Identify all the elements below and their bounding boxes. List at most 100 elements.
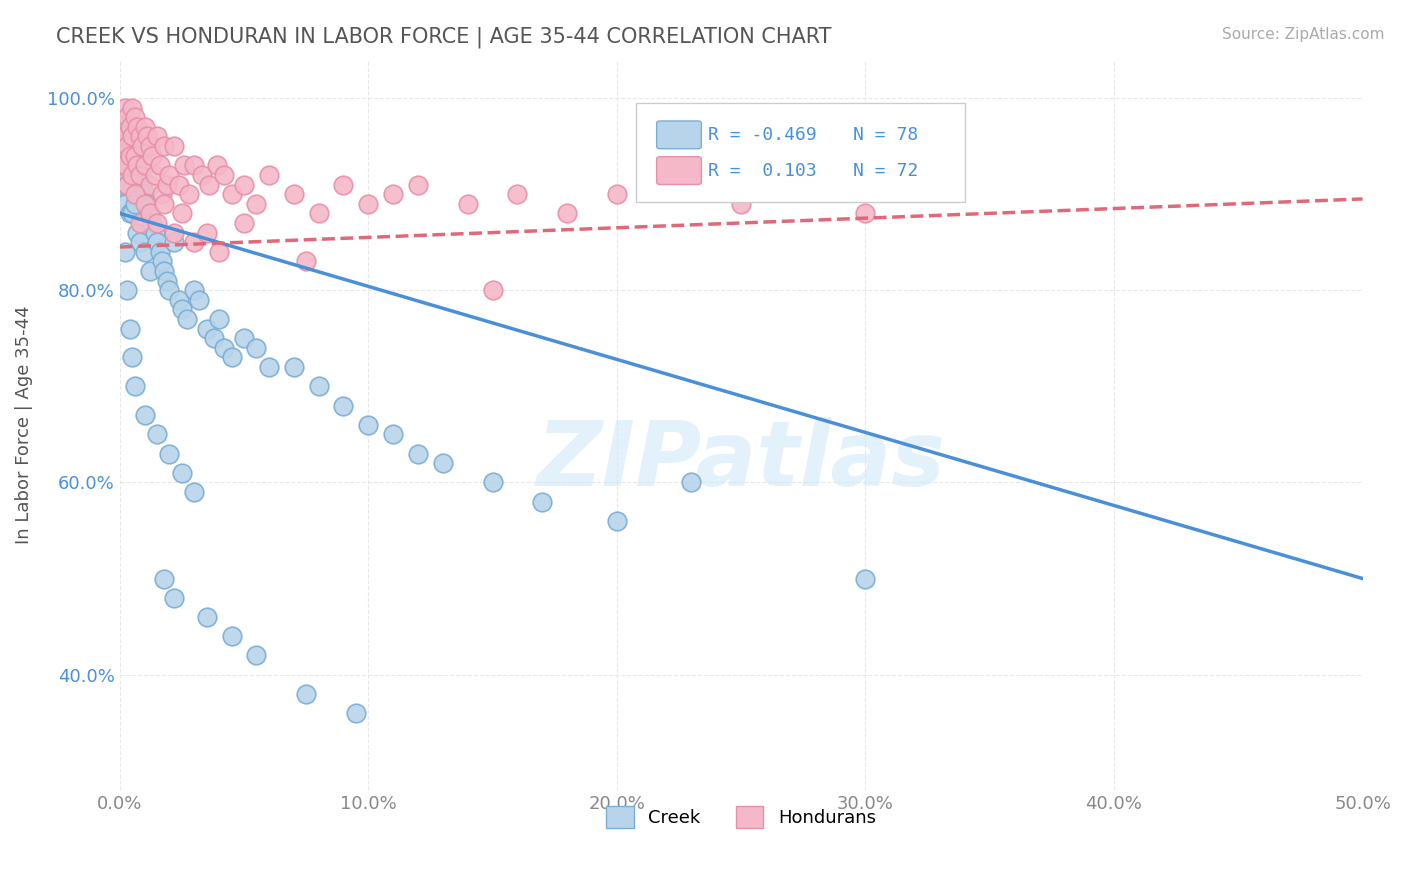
Point (111, 129, 134, 144)
Point (183, 283, 205, 297)
Point (221, 629, 243, 643)
Point (195, 321, 218, 335)
Point (114, 110, 136, 124)
Point (146, 427, 169, 442)
Point (134, 120, 156, 134)
Point (124, 149, 146, 163)
Point (406, 447, 429, 461)
Point (138, 206, 160, 220)
Point (332, 178, 354, 192)
Point (111, 158, 134, 172)
Point (183, 485, 205, 500)
Point (114, 244, 136, 259)
Point (134, 187, 156, 202)
Y-axis label: In Labor Force | Age 35-44: In Labor Force | Age 35-44 (15, 305, 32, 544)
Point (111, 158, 134, 172)
Point (163, 226, 186, 240)
Point (195, 226, 218, 240)
Point (127, 158, 149, 172)
Point (257, 360, 280, 375)
Point (115, 178, 138, 192)
Point (183, 235, 205, 250)
Point (163, 139, 186, 153)
Point (163, 235, 186, 250)
Text: ZIPatlas: ZIPatlas (537, 417, 946, 505)
Point (150, 254, 173, 268)
Point (121, 168, 143, 182)
Point (148, 158, 170, 172)
Point (121, 158, 143, 172)
Point (233, 216, 256, 230)
Point (506, 187, 529, 202)
Point (141, 216, 163, 230)
Text: Source: ZipAtlas.com: Source: ZipAtlas.com (1222, 27, 1385, 42)
Point (115, 178, 138, 192)
Point (146, 216, 169, 230)
Point (406, 178, 429, 192)
Point (531, 494, 554, 508)
Point (205, 158, 228, 172)
Point (153, 264, 176, 278)
Point (555, 206, 578, 220)
FancyBboxPatch shape (657, 121, 702, 149)
Point (136, 196, 159, 211)
Point (163, 591, 186, 605)
Point (195, 610, 218, 624)
Point (138, 178, 160, 192)
Point (148, 244, 170, 259)
Point (141, 149, 163, 163)
Point (127, 158, 149, 172)
Point (118, 206, 141, 220)
Point (128, 168, 150, 182)
Point (115, 139, 138, 153)
Point (131, 178, 153, 192)
Point (169, 293, 191, 307)
Point (855, 206, 877, 220)
Point (121, 206, 143, 220)
Text: N = 78: N = 78 (853, 126, 918, 144)
Point (127, 226, 149, 240)
Point (173, 158, 195, 172)
Point (124, 110, 146, 124)
Point (156, 178, 179, 192)
Point (308, 379, 330, 393)
FancyBboxPatch shape (657, 157, 702, 185)
FancyBboxPatch shape (636, 103, 965, 202)
Point (202, 331, 225, 345)
Point (127, 120, 149, 134)
Point (283, 360, 305, 375)
Point (128, 235, 150, 250)
Point (124, 196, 146, 211)
Point (156, 274, 179, 288)
Point (681, 475, 703, 490)
Point (153, 139, 176, 153)
Point (208, 244, 231, 259)
Point (143, 168, 166, 182)
Point (146, 129, 169, 144)
Point (124, 149, 146, 163)
Point (233, 178, 256, 192)
Point (114, 168, 136, 182)
Point (118, 321, 141, 335)
Point (114, 158, 136, 172)
Point (115, 110, 138, 124)
Point (606, 514, 628, 528)
Point (118, 139, 141, 153)
Point (115, 120, 138, 134)
Point (138, 206, 160, 220)
Point (159, 283, 181, 297)
Point (121, 129, 143, 144)
Point (170, 302, 193, 317)
Point (114, 101, 136, 115)
Point (308, 206, 330, 220)
Text: R = -0.469: R = -0.469 (707, 126, 817, 144)
Point (118, 120, 141, 134)
Point (221, 187, 243, 202)
Point (183, 158, 205, 172)
Point (115, 283, 138, 297)
Point (170, 466, 193, 480)
Text: N = 72: N = 72 (853, 161, 918, 179)
Point (128, 168, 150, 182)
Point (118, 149, 141, 163)
Point (730, 196, 752, 211)
